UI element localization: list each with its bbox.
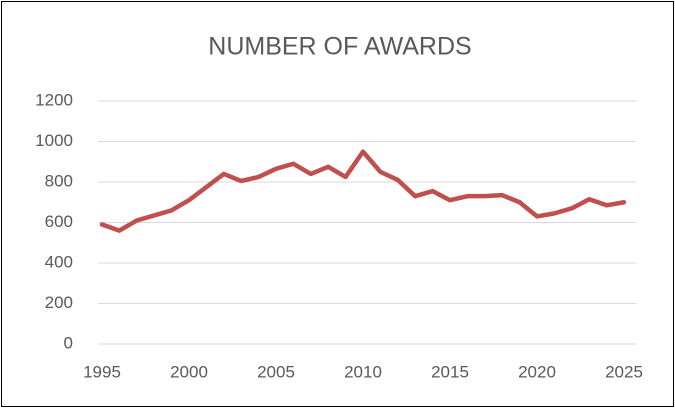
chart-title: NUMBER OF AWARDS — [208, 33, 471, 61]
x-tick-label: 2000 — [170, 362, 208, 381]
x-tick-label: 2010 — [344, 362, 382, 381]
x-tick-label: 2015 — [431, 362, 469, 381]
x-tick-label: 2005 — [257, 362, 295, 381]
y-tick-label: 1000 — [35, 131, 73, 150]
y-tick-label: 1200 — [35, 90, 73, 109]
y-tick-label: 600 — [45, 212, 73, 231]
y-tick-label: 400 — [45, 252, 73, 271]
y-tick-label: 200 — [45, 293, 73, 312]
x-tick-label: 2020 — [518, 362, 556, 381]
y-tick-label: 0 — [64, 333, 73, 352]
data-line — [99, 149, 627, 233]
x-tick-label: 2025 — [605, 362, 643, 381]
x-tick-label: 1995 — [83, 362, 121, 381]
y-tick-label: 800 — [45, 171, 73, 190]
